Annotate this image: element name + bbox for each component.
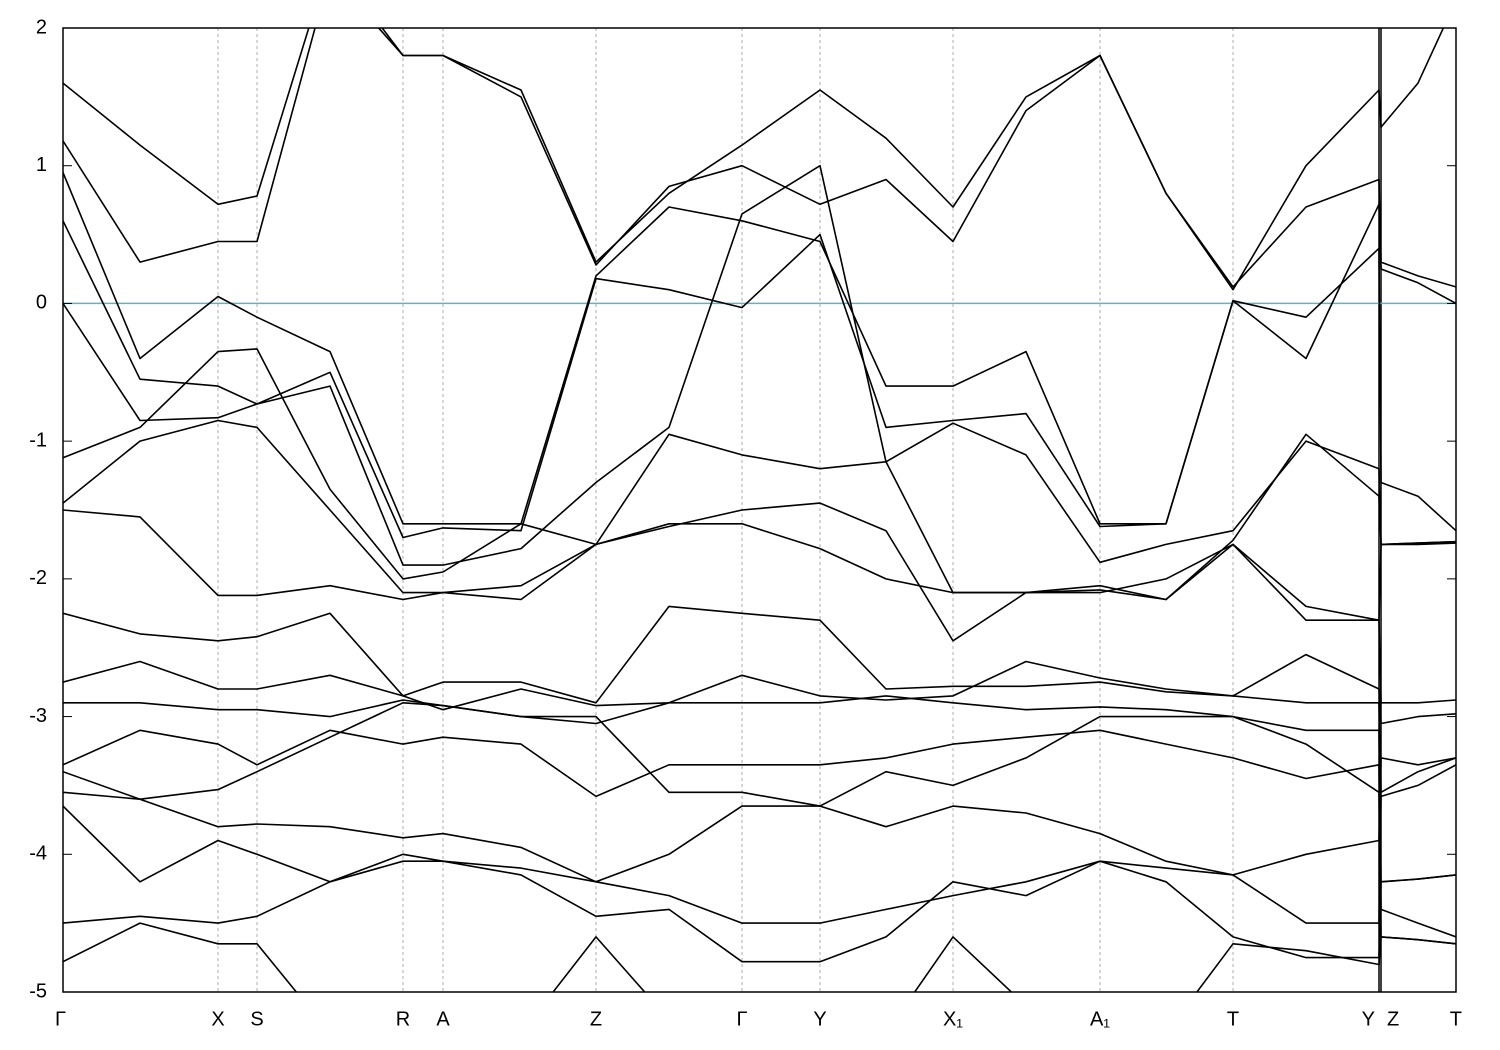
plot-frame <box>62 27 1457 993</box>
band-line <box>63 28 1456 288</box>
x-tick-label: Z <box>590 1008 602 1030</box>
band-line <box>63 220 1456 539</box>
grid <box>62 28 1457 992</box>
band-line <box>63 419 1456 642</box>
x-tick-label: A <box>436 1008 450 1030</box>
band-line <box>63 764 1456 924</box>
band-line <box>63 605 1456 725</box>
band-line <box>63 757 1456 883</box>
y-tick-label: -5 <box>29 980 47 1002</box>
band-line <box>63 172 1456 525</box>
band-line <box>63 660 1456 794</box>
band-line <box>63 164 1456 566</box>
band-line <box>63 348 1456 601</box>
band-line <box>63 702 1456 945</box>
band-line <box>63 853 1456 963</box>
x-tick-label: X₁ <box>943 1008 963 1030</box>
x-tick-label: X <box>211 1008 224 1030</box>
x-tick-label: A₁ <box>1090 1008 1110 1030</box>
x-tick-label: Γ <box>55 1008 66 1030</box>
y-tick-label: -4 <box>29 843 47 865</box>
plot-area <box>63 28 1456 992</box>
x-tick-label: Y <box>1362 1008 1375 1030</box>
y-tick-label: 0 <box>36 292 47 314</box>
x-tick-label: T <box>1227 1008 1239 1030</box>
x-tick-label: T <box>1450 1008 1462 1030</box>
y-tick-label: -1 <box>29 429 47 451</box>
band-line <box>63 922 1456 992</box>
band-line <box>63 509 1456 704</box>
band-line <box>63 28 1445 291</box>
x-tick-label: Γ <box>736 1008 747 1030</box>
y-tick-label: -2 <box>29 567 47 589</box>
band-line <box>63 729 1456 938</box>
y-tick-label: 2 <box>36 16 47 38</box>
x-tick-label: R <box>396 1008 410 1030</box>
x-tick-label: S <box>250 1008 263 1030</box>
band-line <box>63 695 1456 883</box>
x-tick-label: Y <box>813 1008 826 1030</box>
y-tick-label: 1 <box>36 154 47 176</box>
x-tick-label: Z <box>1387 1008 1399 1030</box>
y-tick-label: -3 <box>29 705 47 727</box>
